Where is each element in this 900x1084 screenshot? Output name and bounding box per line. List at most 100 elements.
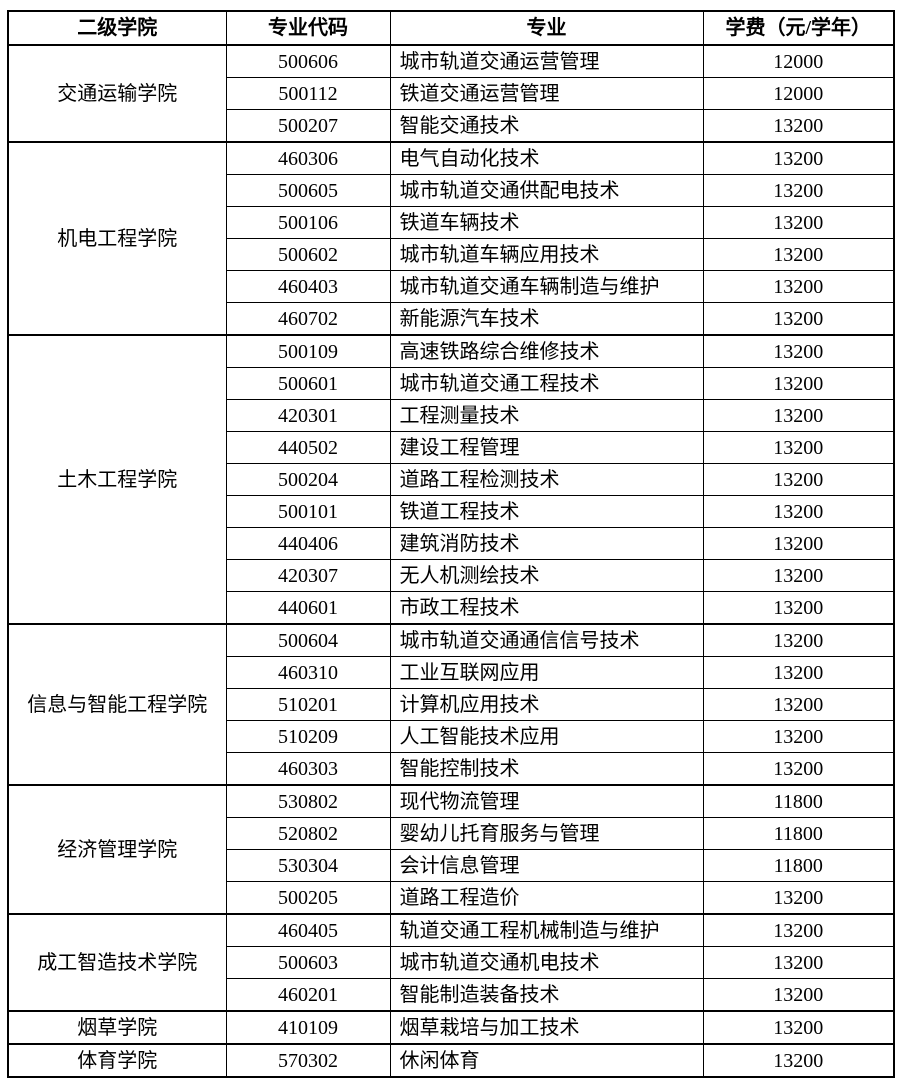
fee-cell: 13200	[702, 720, 895, 753]
major-cell: 道路工程检测技术	[389, 463, 704, 496]
code-cell: 510201	[225, 688, 391, 721]
major-cell: 休闲体育	[389, 1043, 704, 1078]
table-row: 信息与智能工程学院 500604 城市轨道交通通信信号技术 13200	[7, 623, 895, 786]
code-cell: 500602	[225, 238, 391, 271]
code-cell: 500101	[225, 495, 391, 528]
fee-cell: 13200	[702, 752, 895, 786]
table-row: 体育学院 570302 休闲体育 13200	[7, 1043, 895, 1078]
major-cell: 智能制造装备技术	[389, 978, 704, 1012]
major-cell: 计算机应用技术	[389, 688, 704, 721]
fee-cell: 13200	[702, 367, 895, 400]
fee-cell: 13200	[702, 399, 895, 432]
fee-cell: 13200	[702, 495, 895, 528]
header-college: 二级学院	[7, 10, 227, 46]
table-row: 交通运输学院 500606 城市轨道交通运营管理 12000	[7, 44, 895, 143]
fee-cell: 13200	[702, 270, 895, 303]
fee-cell: 13200	[702, 109, 895, 143]
table-row: 500602 城市轨道车辆应用技术 13200	[8, 238, 895, 271]
fee-cell: 13200	[702, 302, 895, 336]
code-cell: 500109	[225, 334, 391, 368]
table-row: 460403 城市轨道交通车辆制造与维护 13200	[8, 270, 895, 303]
table-row: 420307 无人机测绘技术 13200	[8, 559, 895, 592]
major-cell: 城市轨道交通车辆制造与维护	[389, 270, 704, 303]
table-row: 510209 人工智能技术应用 13200	[8, 720, 895, 753]
code-cell: 420301	[225, 399, 391, 432]
major-cell: 新能源汽车技术	[389, 302, 704, 336]
major-cell: 市政工程技术	[389, 591, 704, 625]
fee-cell: 13200	[702, 688, 895, 721]
table-row: 530304 会计信息管理 11800	[8, 849, 895, 882]
table-row: 510201 计算机应用技术 13200	[8, 688, 895, 721]
table-row: 500603 城市轨道交通机电技术 13200	[8, 946, 895, 979]
major-cell: 人工智能技术应用	[389, 720, 704, 753]
major-cell: 工业互联网应用	[389, 656, 704, 689]
code-cell: 500205	[225, 881, 391, 915]
code-cell: 440502	[225, 431, 391, 464]
table-row: 机电工程学院 460306 电气自动化技术 13200	[7, 141, 895, 336]
table-row: 440601 市政工程技术 13200	[8, 591, 895, 625]
fee-cell: 13200	[702, 978, 895, 1012]
college-cell: 交通运输学院	[7, 44, 227, 143]
fee-cell: 13200	[702, 591, 895, 625]
code-cell: 530304	[225, 849, 391, 882]
table-row: 土木工程学院 500109 高速铁路综合维修技术 13200	[7, 334, 895, 625]
code-cell: 520802	[225, 817, 391, 850]
header-major: 专业	[389, 10, 704, 46]
header-fee: 学费（元/学年）	[702, 10, 895, 46]
college-cell: 烟草学院	[7, 1010, 227, 1045]
code-cell: 500207	[225, 109, 391, 143]
table-row: 460201 智能制造装备技术 13200	[8, 978, 895, 1012]
code-cell: 440406	[225, 527, 391, 560]
code-cell: 500606	[225, 44, 391, 78]
fee-cell: 13200	[702, 174, 895, 207]
major-cell: 烟草栽培与加工技术	[389, 1010, 704, 1045]
fee-cell: 11800	[702, 849, 895, 882]
fee-cell: 13200	[702, 206, 895, 239]
major-cell: 城市轨道车辆应用技术	[389, 238, 704, 271]
table-row: 460702 新能源汽车技术 13200	[8, 302, 895, 336]
fee-cell: 13200	[702, 1010, 895, 1045]
major-cell: 智能控制技术	[389, 752, 704, 786]
college-cell: 经济管理学院	[7, 784, 227, 915]
fee-cell: 13200	[702, 431, 895, 464]
header-code: 专业代码	[225, 10, 391, 46]
major-cell: 电气自动化技术	[389, 141, 704, 175]
major-cell: 高速铁路综合维修技术	[389, 334, 704, 368]
table-row: 500204 道路工程检测技术 13200	[8, 463, 895, 496]
major-cell: 婴幼儿托育服务与管理	[389, 817, 704, 850]
major-cell: 会计信息管理	[389, 849, 704, 882]
code-cell: 500601	[225, 367, 391, 400]
major-cell: 建筑消防技术	[389, 527, 704, 560]
major-cell: 铁道交通运营管理	[389, 77, 704, 110]
major-cell: 城市轨道交通运营管理	[389, 44, 704, 78]
fee-cell: 13200	[702, 559, 895, 592]
code-cell: 420307	[225, 559, 391, 592]
table-row: 440502 建设工程管理 13200	[8, 431, 895, 464]
fee-cell: 13200	[702, 1043, 895, 1078]
major-cell: 城市轨道交通通信信号技术	[389, 623, 704, 657]
code-cell: 440601	[225, 591, 391, 625]
code-cell: 500204	[225, 463, 391, 496]
table-row: 500205 道路工程造价 13200	[8, 881, 895, 915]
major-cell: 城市轨道交通工程技术	[389, 367, 704, 400]
table-row: 500605 城市轨道交通供配电技术 13200	[8, 174, 895, 207]
table-row: 460303 智能控制技术 13200	[8, 752, 895, 786]
code-cell: 510209	[225, 720, 391, 753]
table-header-row: 二级学院 专业代码 专业 学费（元/学年）	[7, 10, 895, 46]
tuition-table: 二级学院 专业代码 专业 学费（元/学年） 交通运输学院 500606 城市轨道…	[7, 10, 895, 1078]
code-cell: 500605	[225, 174, 391, 207]
major-cell: 轨道交通工程机械制造与维护	[389, 913, 704, 947]
college-cell: 土木工程学院	[7, 334, 227, 625]
fee-cell: 13200	[702, 623, 895, 657]
code-cell: 500603	[225, 946, 391, 979]
major-cell: 城市轨道交通机电技术	[389, 946, 704, 979]
code-cell: 500604	[225, 623, 391, 657]
college-cell: 体育学院	[7, 1043, 227, 1078]
major-cell: 建设工程管理	[389, 431, 704, 464]
major-cell: 智能交通技术	[389, 109, 704, 143]
code-cell: 500112	[225, 77, 391, 110]
college-cell: 信息与智能工程学院	[7, 623, 227, 786]
table-row: 500601 城市轨道交通工程技术 13200	[8, 367, 895, 400]
major-cell: 道路工程造价	[389, 881, 704, 915]
major-cell: 工程测量技术	[389, 399, 704, 432]
